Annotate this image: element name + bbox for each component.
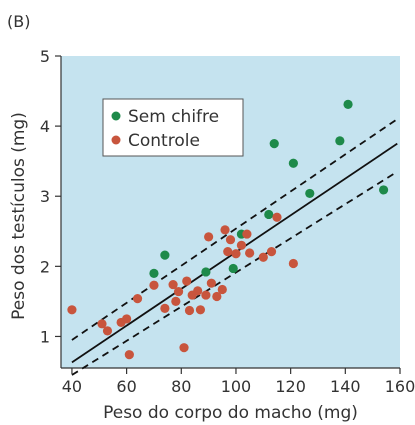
x-tick-label: 160 [385, 377, 415, 396]
x-tick-label: 140 [330, 377, 361, 396]
panel-label: (B) [7, 12, 30, 31]
x-tick-label: 100 [221, 377, 252, 396]
point-controle [242, 229, 252, 239]
axes: 1 2 3 4 5 40 60 80 100 120 140 160 [40, 47, 415, 396]
point-controle [124, 350, 134, 360]
point-sem-chifre [160, 250, 170, 260]
point-controle [225, 235, 236, 245]
point-sem-chifre [201, 267, 211, 277]
point-controle [223, 247, 233, 257]
point-controle [171, 296, 181, 306]
point-controle [204, 232, 214, 242]
point-controle [160, 303, 170, 314]
legend: Sem chifre Controle [102, 98, 244, 157]
legend-label-controle: Controle [128, 131, 200, 151]
point-controle [236, 240, 247, 250]
y-axis-title: Peso dos testículos (mg) [9, 112, 29, 320]
point-controle [67, 305, 77, 315]
data-points [67, 99, 389, 360]
point-sem-chifre [378, 185, 389, 195]
point-controle [266, 247, 277, 257]
x-tick-label: 40 [62, 377, 82, 396]
y-axis-title-group: Peso dos testículos (mg) [9, 112, 29, 320]
point-controle [195, 305, 206, 315]
point-controle [122, 314, 132, 324]
confidence-band-upper [71, 118, 398, 341]
point-controle [272, 212, 282, 222]
legend-marker-sem-chifre [111, 111, 121, 121]
point-controle [212, 291, 222, 302]
legend-box [102, 98, 244, 157]
x-axis-title: Peso do corpo do macho (mg) [103, 403, 358, 423]
point-controle [102, 326, 113, 336]
point-sem-chifre [149, 268, 159, 278]
point-sem-chifre [288, 158, 298, 168]
point-controle [245, 248, 255, 258]
point-sem-chifre [305, 188, 315, 199]
x-tick-label: 80 [171, 377, 191, 396]
point-controle [193, 286, 203, 296]
point-sem-chifre [228, 263, 238, 274]
point-controle [132, 293, 143, 304]
x-tick-label: 120 [275, 377, 306, 396]
point-controle [258, 252, 268, 262]
point-controle [97, 319, 107, 329]
point-controle [184, 305, 195, 316]
point-controle [173, 286, 184, 297]
x-tick-label: 60 [116, 377, 136, 396]
legend-label-sem-chifre: Sem chifre [128, 107, 219, 127]
y-tick-label: 1 [40, 327, 50, 346]
point-sem-chifre [343, 99, 353, 109]
point-controle [168, 279, 178, 290]
point-controle [179, 343, 189, 353]
y-tick-label: 2 [40, 257, 50, 276]
point-sem-chifre [335, 136, 345, 146]
point-controle [231, 249, 241, 259]
point-controle [220, 225, 230, 235]
point-sem-chifre [264, 209, 274, 220]
point-controle [288, 258, 298, 269]
point-controle [217, 284, 227, 295]
y-tick-label: 3 [40, 187, 50, 206]
confidence-band-lower [71, 170, 398, 376]
point-sem-chifre [269, 139, 279, 149]
point-controle [149, 280, 159, 290]
legend-marker-controle [111, 135, 121, 145]
point-controle [201, 290, 211, 300]
point-controle [182, 276, 192, 286]
y-tick-label: 5 [40, 47, 50, 66]
y-tick-label: 4 [40, 117, 50, 136]
point-controle [206, 278, 216, 288]
